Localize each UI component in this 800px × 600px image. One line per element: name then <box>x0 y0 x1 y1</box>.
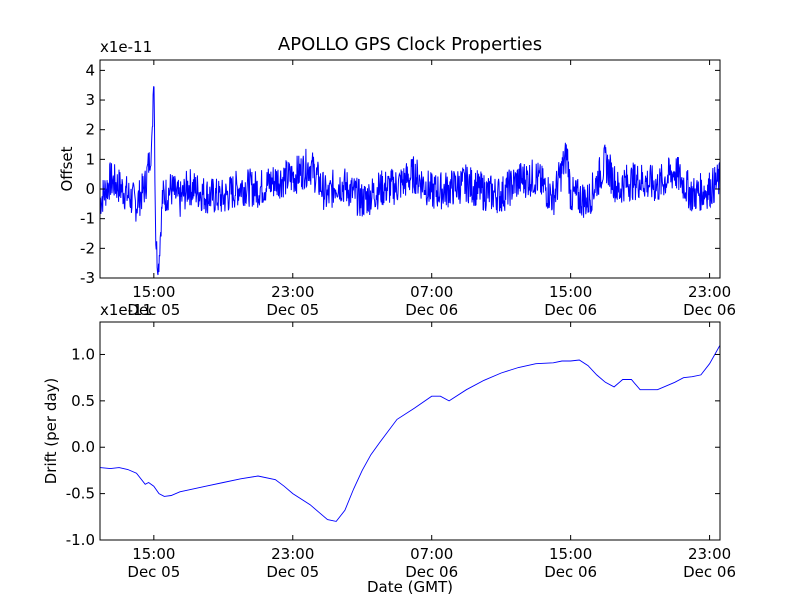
drift-exponent-label: x1e-11 <box>100 301 152 319</box>
drift-axes-frame <box>99 321 721 541</box>
chart-title: APOLLO GPS Clock Properties <box>278 34 542 55</box>
offset-ytick-label: -2 <box>80 239 95 257</box>
x-axis-label: Date (GMT) <box>367 578 453 596</box>
drift-ytick-label: 0.0 <box>71 438 95 456</box>
drift-xtick-time-label: 23:00 <box>688 545 731 563</box>
drift-xtick-date-label: Dec 06 <box>544 563 597 581</box>
offset-series-line <box>100 86 720 276</box>
offset-xtick-date-label: Dec 05 <box>266 301 319 319</box>
offset-ytick-label: 4 <box>85 61 95 79</box>
offset-ytick-label: 1 <box>85 150 95 168</box>
offset-y-axis-label: Offset <box>58 146 76 191</box>
offset-xtick-time-label: 07:00 <box>410 283 453 301</box>
offset-ytick-label: -1 <box>80 210 95 228</box>
drift-xtick-time-label: 23:00 <box>271 545 314 563</box>
drift-series-line <box>100 344 720 522</box>
offset-exponent-label: x1e-11 <box>100 38 152 56</box>
offset-xtick-date-label: Dec 06 <box>405 301 458 319</box>
drift-ytick-label: -0.5 <box>66 485 95 503</box>
offset-xtick-time-label: 15:00 <box>549 283 592 301</box>
drift-xtick-time-label: 07:00 <box>410 545 453 563</box>
offset-ytick-label: 0 <box>85 180 95 198</box>
drift-xtick-date-label: Dec 06 <box>683 563 736 581</box>
drift-ytick-label: -1.0 <box>66 531 95 549</box>
offset-xtick-time-label: 23:00 <box>688 283 731 301</box>
offset-xtick-date-label: Dec 05 <box>127 301 180 319</box>
offset-xtick-time-label: 23:00 <box>271 283 314 301</box>
drift-xtick-date-label: Dec 05 <box>266 563 319 581</box>
offset-xtick-date-label: Dec 06 <box>544 301 597 319</box>
offset-ytick-label: 2 <box>85 121 95 139</box>
drift-ytick-label: 0.5 <box>71 392 95 410</box>
drift-xtick-date-label: Dec 06 <box>405 563 458 581</box>
drift-xtick-time-label: 15:00 <box>549 545 592 563</box>
drift-xtick-date-label: Dec 05 <box>127 563 180 581</box>
offset-xtick-date-label: Dec 06 <box>683 301 736 319</box>
offset-axes-frame <box>99 59 721 279</box>
drift-ytick-label: 1.0 <box>71 345 95 363</box>
offset-xtick-time-label: 15:00 <box>132 283 175 301</box>
drift-y-axis-label: Drift (per day) <box>42 378 60 485</box>
drift-xtick-time-label: 15:00 <box>132 545 175 563</box>
offset-ytick-label: 3 <box>85 91 95 109</box>
offset-ytick-label: -3 <box>80 269 95 287</box>
